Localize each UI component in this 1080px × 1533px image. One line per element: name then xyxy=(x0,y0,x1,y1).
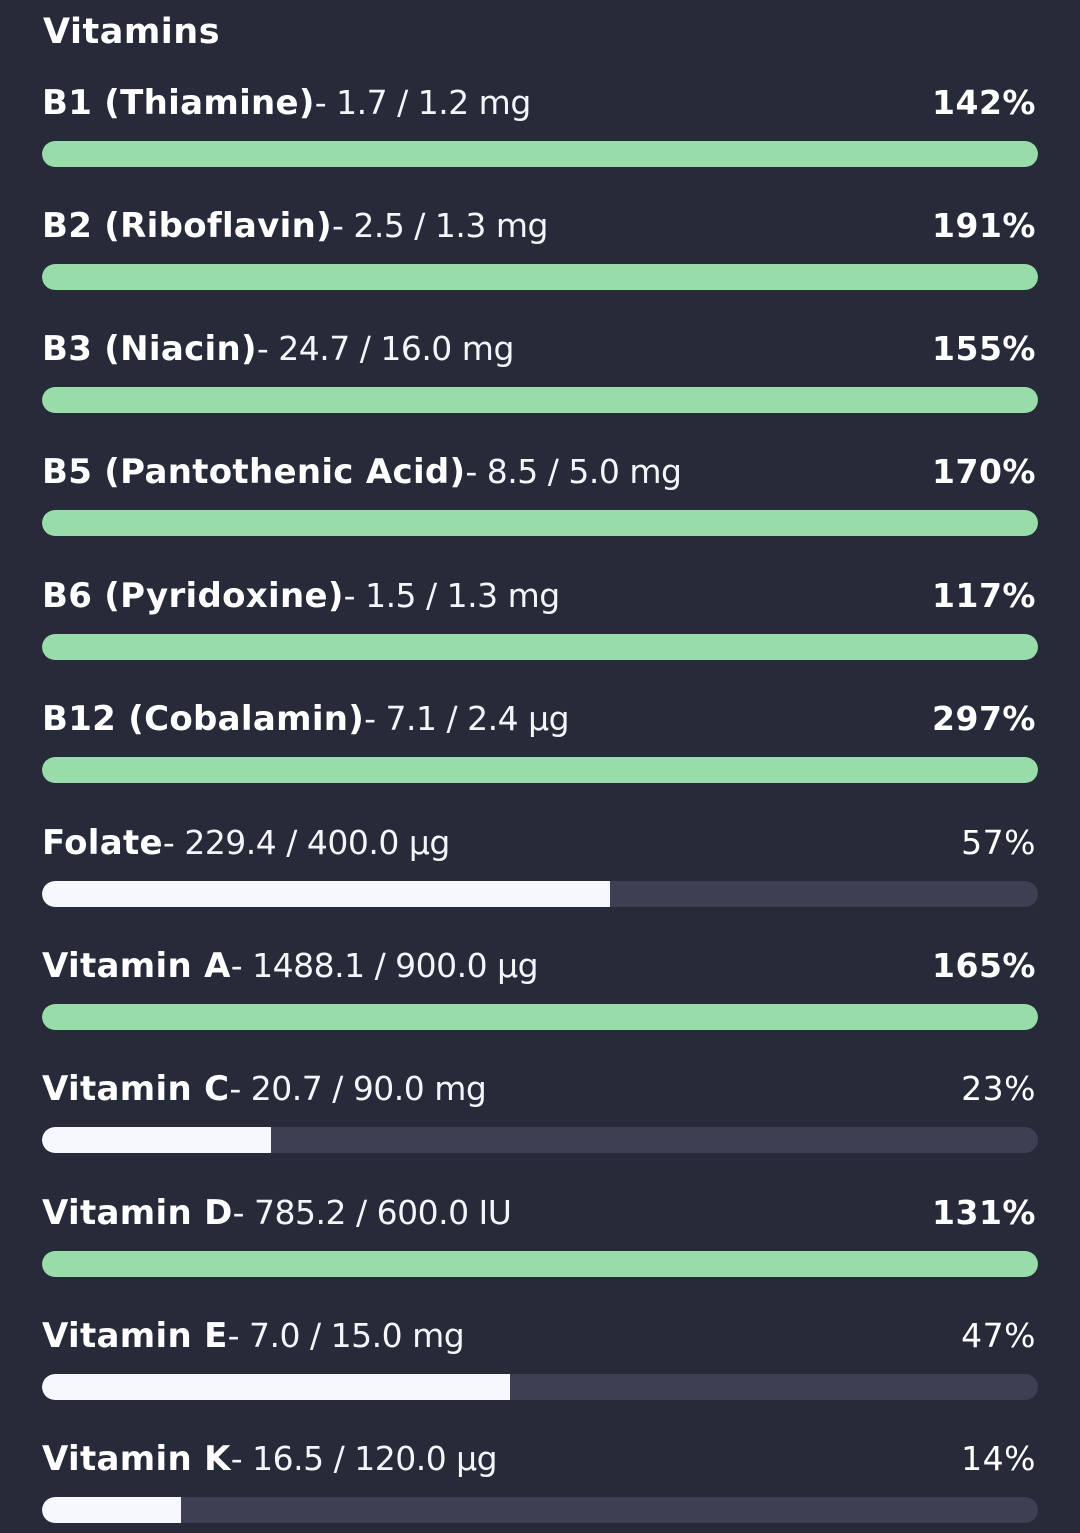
nutrient-percent: 155% xyxy=(932,329,1036,368)
nutrient-row-header: B12 (Cobalamin)- 7.1 / 2.4 µg 297% xyxy=(42,694,1038,744)
nutrient-row-vitamin-c: Vitamin C- 20.7 / 90.0 mg 23% xyxy=(42,1064,1038,1154)
progress-fill xyxy=(42,1497,182,1523)
progress-track xyxy=(42,1004,1038,1030)
nutrient-percent: 142% xyxy=(932,83,1036,122)
nutrient-amount: - 785.2 / 600.0 IU xyxy=(232,1193,512,1232)
nutrient-name: Vitamin K xyxy=(42,1439,231,1479)
nutrient-row-vitamin-d: Vitamin D- 785.2 / 600.0 IU 131% xyxy=(42,1188,1038,1278)
nutrient-percent: 47% xyxy=(961,1316,1036,1355)
nutrient-percent: 297% xyxy=(932,699,1036,738)
nutrient-row-header: Vitamin D- 785.2 / 600.0 IU 131% xyxy=(42,1188,1038,1238)
nutrient-amount: - 7.1 / 2.4 µg xyxy=(364,699,570,738)
progress-track xyxy=(42,757,1038,783)
nutrient-row-b5: B5 (Pantothenic Acid)- 8.5 / 5.0 mg 170% xyxy=(42,447,1038,537)
nutrient-row-b12: B12 (Cobalamin)- 7.1 / 2.4 µg 297% xyxy=(42,694,1038,784)
progress-track xyxy=(42,264,1038,290)
nutrient-name: B1 (Thiamine) xyxy=(42,83,315,123)
nutrient-percent: 117% xyxy=(932,576,1036,615)
progress-track xyxy=(42,1497,1038,1523)
progress-track xyxy=(42,1251,1038,1277)
progress-fill xyxy=(42,510,1038,536)
progress-track xyxy=(42,1127,1038,1153)
nutrient-row-header: B1 (Thiamine)- 1.7 / 1.2 mg 142% xyxy=(42,78,1038,128)
progress-fill xyxy=(42,1374,511,1400)
nutrient-name: B5 (Pantothenic Acid) xyxy=(42,452,466,492)
nutrient-row-vitamin-e: Vitamin E- 7.0 / 15.0 mg 47% xyxy=(42,1311,1038,1401)
nutrient-amount: - 7.0 / 15.0 mg xyxy=(227,1316,465,1355)
nutrient-row-folate: Folate- 229.4 / 400.0 µg 57% xyxy=(42,818,1038,908)
nutrient-row-header: Vitamin K- 16.5 / 120.0 µg 14% xyxy=(42,1434,1038,1484)
nutrient-percent: 14% xyxy=(961,1439,1036,1478)
nutrient-amount: - 8.5 / 5.0 mg xyxy=(465,452,682,491)
progress-fill xyxy=(42,387,1038,413)
nutrient-name: B3 (Niacin) xyxy=(42,329,257,369)
nutrient-row-b6: B6 (Pyridoxine)- 1.5 / 1.3 mg 117% xyxy=(42,571,1038,661)
progress-track xyxy=(42,141,1038,167)
nutrient-percent: 23% xyxy=(961,1069,1036,1108)
nutrient-percent: 57% xyxy=(961,823,1036,862)
progress-track xyxy=(42,881,1038,907)
progress-fill xyxy=(42,1004,1038,1030)
progress-fill xyxy=(42,881,610,907)
nutrient-name: B12 (Cobalamin) xyxy=(42,699,365,739)
progress-track xyxy=(42,1374,1038,1400)
nutrient-percent: 131% xyxy=(932,1193,1036,1232)
progress-track xyxy=(42,634,1038,660)
nutrient-amount: - 229.4 / 400.0 µg xyxy=(162,823,450,862)
nutrient-percent: 165% xyxy=(932,946,1036,985)
progress-track xyxy=(42,510,1038,536)
nutrient-row-header: B6 (Pyridoxine)- 1.5 / 1.3 mg 117% xyxy=(42,571,1038,621)
nutrient-row-header: B3 (Niacin)- 24.7 / 16.0 mg 155% xyxy=(42,324,1038,374)
progress-fill xyxy=(42,634,1038,660)
nutrient-name: Vitamin A xyxy=(42,946,231,986)
nutrient-row-b1: B1 (Thiamine)- 1.7 / 1.2 mg 142% xyxy=(42,78,1038,168)
nutrient-name: B6 (Pyridoxine) xyxy=(42,576,344,616)
progress-fill xyxy=(42,1251,1038,1277)
nutrient-row-vitamin-k: Vitamin K- 16.5 / 120.0 µg 14% xyxy=(42,1434,1038,1524)
nutrient-amount: - 1.7 / 1.2 mg xyxy=(314,83,532,122)
progress-fill xyxy=(42,141,1038,167)
progress-track xyxy=(42,387,1038,413)
nutrient-row-header: Folate- 229.4 / 400.0 µg 57% xyxy=(42,818,1038,868)
nutrient-row-header: Vitamin A- 1488.1 / 900.0 µg 165% xyxy=(42,941,1038,991)
nutrient-row-b2: B2 (Riboflavin)- 2.5 / 1.3 mg 191% xyxy=(42,201,1038,291)
nutrient-amount: - 1488.1 / 900.0 µg xyxy=(230,946,539,985)
nutrient-row-header: B2 (Riboflavin)- 2.5 / 1.3 mg 191% xyxy=(42,201,1038,251)
progress-fill xyxy=(42,1127,272,1153)
nutrient-name: Vitamin D xyxy=(42,1193,233,1233)
section-title: Vitamins xyxy=(43,12,221,52)
nutrient-percent: 170% xyxy=(932,452,1036,491)
progress-fill xyxy=(42,264,1038,290)
nutrient-row-header: Vitamin E- 7.0 / 15.0 mg 47% xyxy=(42,1311,1038,1361)
nutrient-amount: - 16.5 / 120.0 µg xyxy=(230,1439,498,1478)
nutrient-amount: - 2.5 / 1.3 mg xyxy=(331,206,549,245)
nutrient-row-header: Vitamin C- 20.7 / 90.0 mg 23% xyxy=(42,1064,1038,1114)
nutrient-name: Vitamin E xyxy=(42,1316,228,1356)
nutrient-name: Vitamin C xyxy=(42,1069,230,1109)
nutrient-percent: 191% xyxy=(932,206,1036,245)
nutrient-amount: - 1.5 / 1.3 mg xyxy=(343,576,561,615)
nutrient-row-vitamin-a: Vitamin A- 1488.1 / 900.0 µg 165% xyxy=(42,941,1038,1031)
nutrient-row-b3: B3 (Niacin)- 24.7 / 16.0 mg 155% xyxy=(42,324,1038,414)
nutrient-row-header: B5 (Pantothenic Acid)- 8.5 / 5.0 mg 170% xyxy=(42,447,1038,497)
nutrient-name: Folate xyxy=(42,823,163,863)
nutrient-amount: - 24.7 / 16.0 mg xyxy=(256,329,515,368)
progress-fill xyxy=(42,757,1038,783)
nutrient-name: B2 (Riboflavin) xyxy=(42,206,332,246)
nutrient-amount: - 20.7 / 90.0 mg xyxy=(229,1069,487,1108)
